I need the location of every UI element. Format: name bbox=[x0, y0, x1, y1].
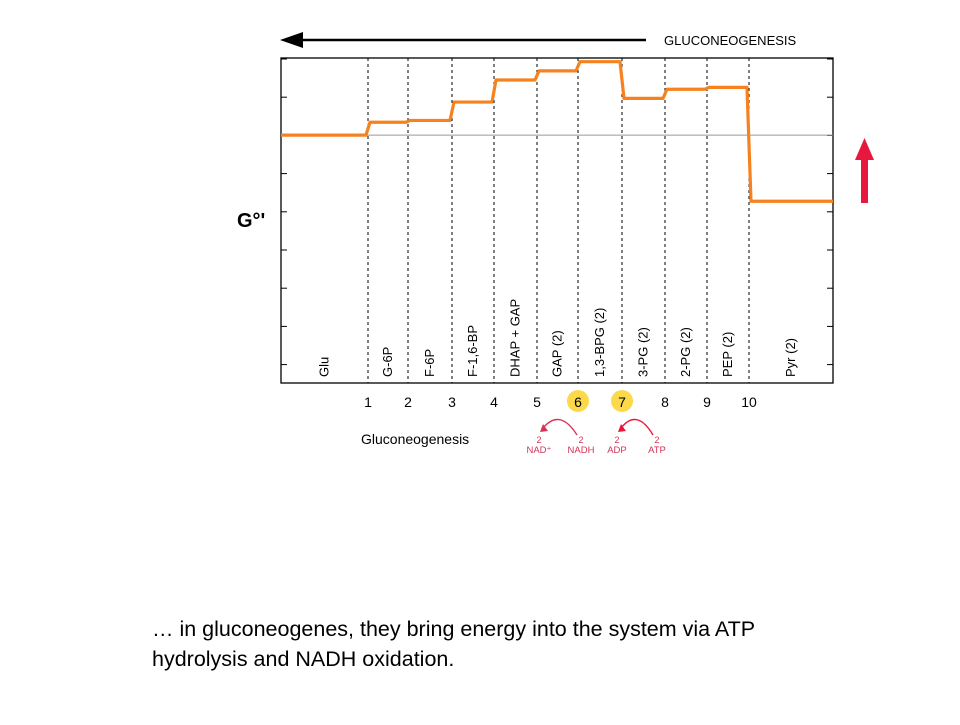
x-tick-label: 1 bbox=[364, 394, 372, 410]
intermediate-label: PEP (2) bbox=[720, 332, 735, 377]
cofactor-name: NADH bbox=[568, 445, 595, 456]
intermediate-label: 2-PG (2) bbox=[678, 327, 693, 377]
y-axis-label: G°' bbox=[237, 210, 265, 232]
intermediate-label: Pyr (2) bbox=[783, 338, 798, 377]
cofactor-arrowhead-icon bbox=[540, 424, 548, 432]
caption-line-2: hydrolysis and NADH oxidation. bbox=[152, 647, 455, 671]
x-tick-label: 6 bbox=[574, 394, 582, 410]
intermediate-label: 1,3-BPG (2) bbox=[592, 308, 607, 377]
x-axis-label: Gluconeogenesis bbox=[361, 431, 469, 447]
cofactor-name: ADP bbox=[607, 445, 627, 456]
cofactor-coefficient: 2 bbox=[578, 435, 583, 445]
intermediate-label: G-6P bbox=[380, 347, 395, 377]
cofactor-curved-arrow bbox=[542, 418, 578, 436]
x-tick-label: 2 bbox=[404, 394, 412, 410]
intermediate-label: Glu bbox=[317, 357, 332, 377]
caption-line-1: … in gluconeogenes, they bring energy in… bbox=[152, 617, 756, 641]
step-highlight-circle bbox=[567, 390, 589, 412]
x-tick-label: 8 bbox=[661, 394, 669, 410]
x-tick-label: 4 bbox=[490, 394, 498, 410]
cofactor-name: ATP bbox=[648, 445, 666, 456]
cofactor-curved-arrow bbox=[620, 418, 654, 436]
plot-frame bbox=[280, 57, 834, 384]
caption: … in gluconeogenes, they bring energy in… bbox=[152, 614, 912, 674]
step-highlight-circle bbox=[611, 390, 633, 412]
intermediate-label: DHAP + GAP bbox=[508, 299, 523, 377]
x-tick-label: 10 bbox=[741, 394, 757, 410]
cofactor-coefficient: 2 bbox=[536, 435, 541, 445]
red-up-arrow-icon bbox=[855, 138, 874, 203]
x-tick-label: 3 bbox=[448, 394, 456, 410]
cofactor-arrowhead-icon bbox=[618, 424, 626, 432]
intermediate-label: GAP (2) bbox=[550, 330, 565, 377]
intermediate-label: 3-PG (2) bbox=[636, 327, 651, 377]
energy-line bbox=[281, 60, 833, 203]
chart-title: GLUCONEOGENESIS bbox=[664, 33, 797, 48]
cofactor-coefficient: 2 bbox=[654, 435, 659, 445]
direction-arrow bbox=[280, 32, 646, 48]
x-tick-label: 7 bbox=[618, 394, 626, 410]
x-tick-label: 9 bbox=[703, 394, 711, 410]
intermediate-label: F-1,6-BP bbox=[465, 325, 480, 377]
cofactor-name: NAD⁺ bbox=[526, 445, 551, 456]
cofactor-coefficient: 2 bbox=[614, 435, 619, 445]
x-tick-label: 5 bbox=[533, 394, 541, 410]
intermediate-label: F-6P bbox=[422, 349, 437, 377]
